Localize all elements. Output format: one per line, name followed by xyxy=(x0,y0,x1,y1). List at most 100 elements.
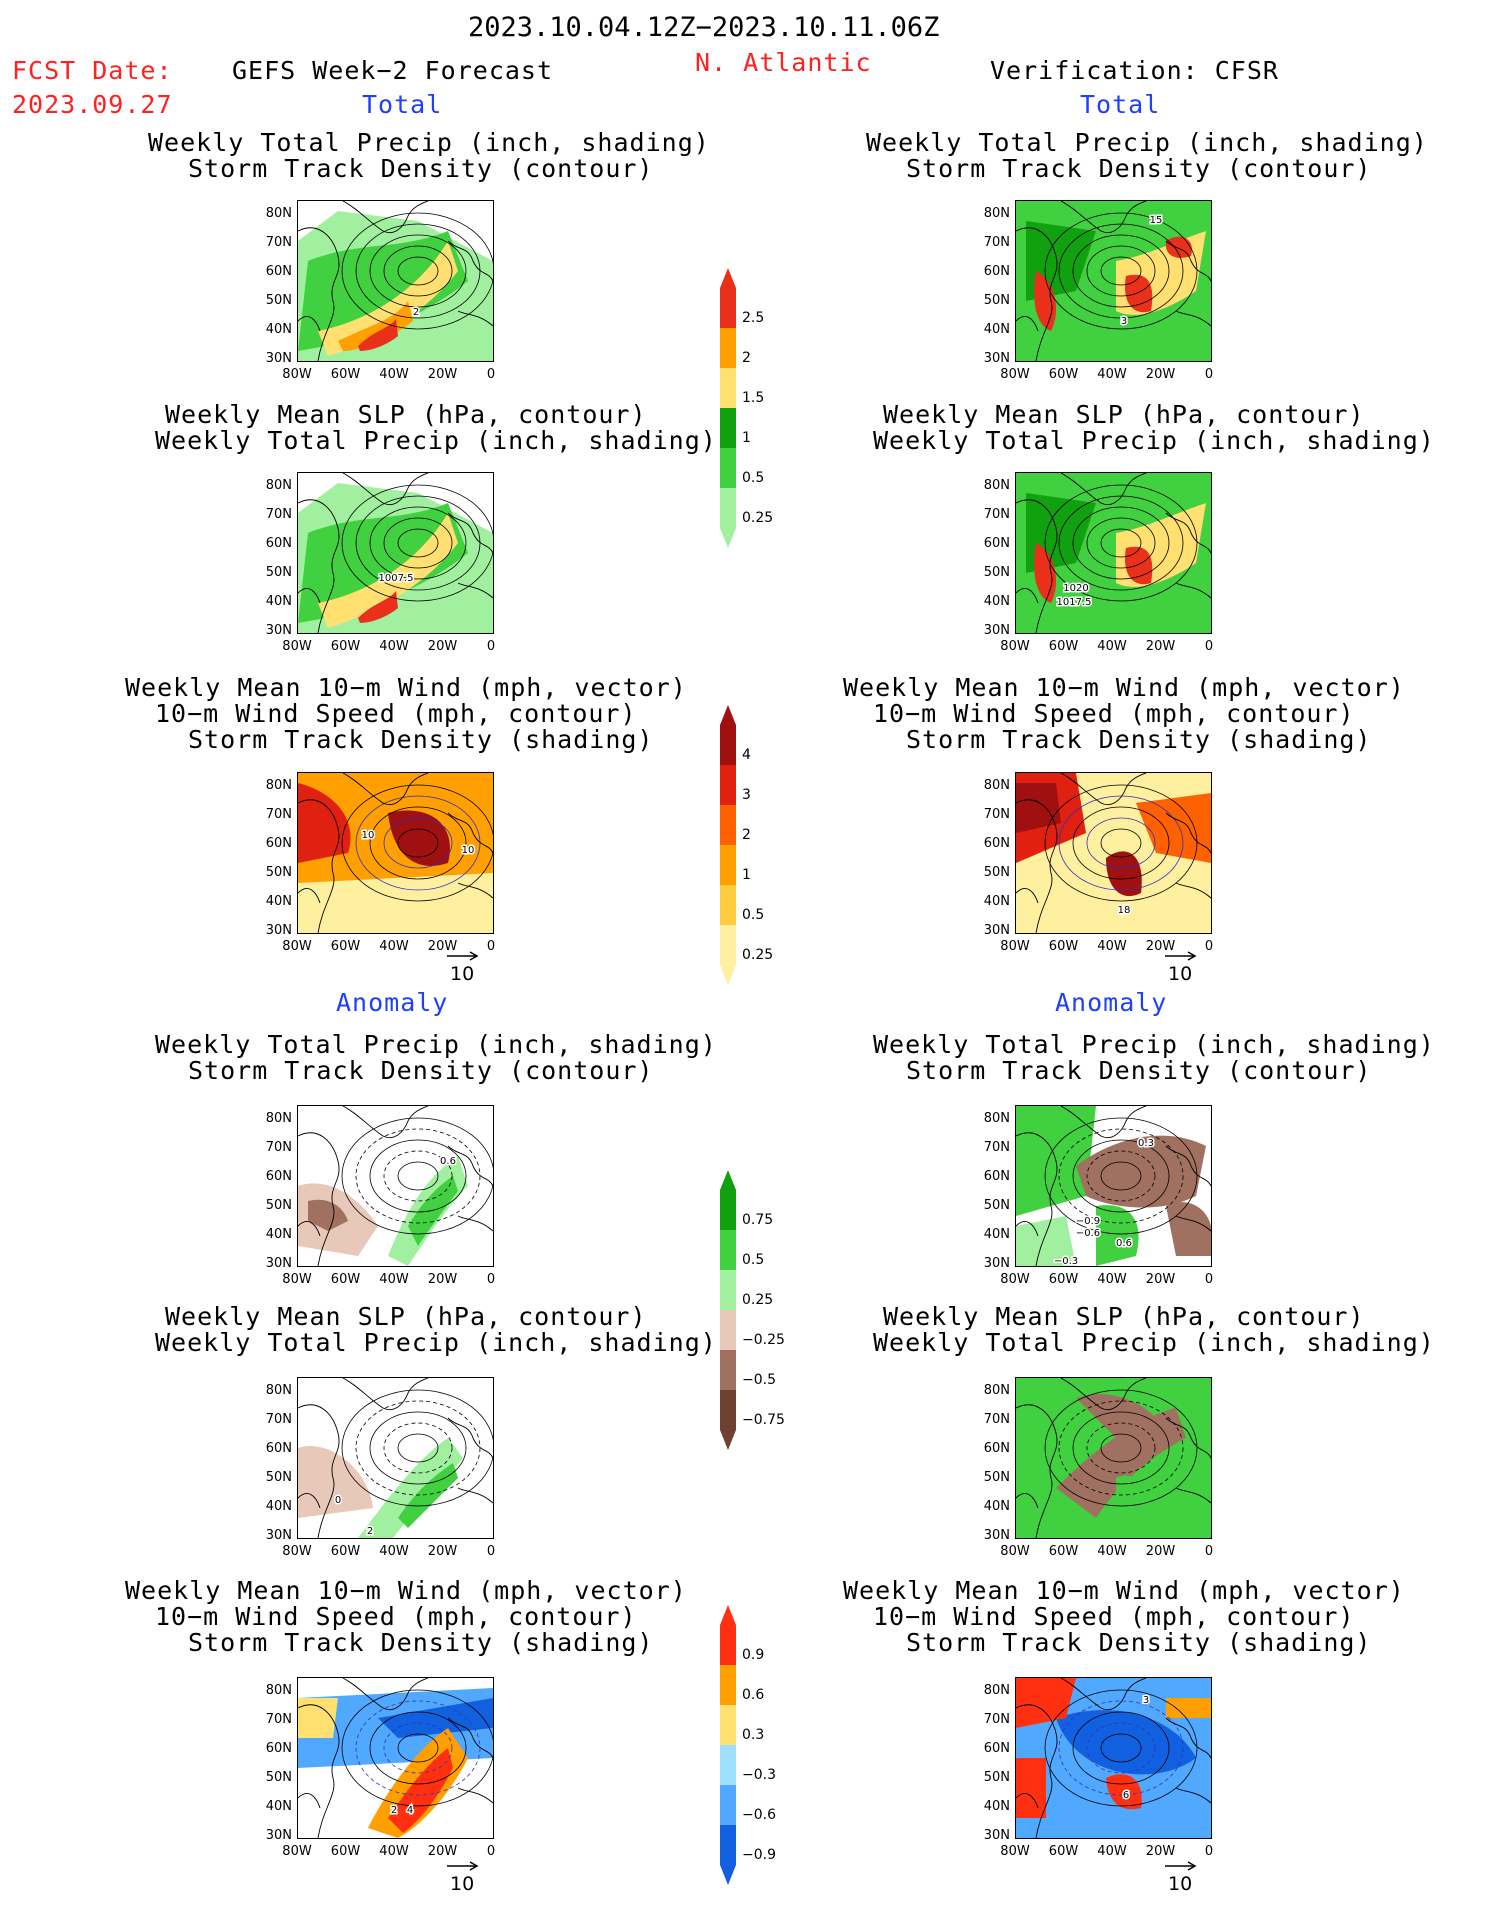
coastline xyxy=(1016,201,1211,361)
colorbar-swatch xyxy=(720,765,736,805)
colorbar-swatch xyxy=(720,1350,736,1390)
coastline xyxy=(298,201,493,361)
lat-tick-label: 80N xyxy=(265,1683,292,1698)
lon-tick-label: 80W xyxy=(282,1544,312,1559)
lat-tick-label: 70N xyxy=(265,235,292,250)
coastline xyxy=(1016,1378,1211,1538)
lat-tick-label: 80N xyxy=(265,1111,292,1126)
shading-region xyxy=(358,319,398,351)
contour-line xyxy=(369,234,467,308)
panel4-right-title-2: Storm Track Density (contour) xyxy=(906,1056,1372,1085)
lon-tick-label: 60W xyxy=(330,1544,361,1559)
lon-tick-label: 20W xyxy=(427,639,458,654)
lat-tick-label: 60N xyxy=(265,836,292,851)
lat-tick-label: 60N xyxy=(265,1169,292,1184)
lon-tick-label: 20W xyxy=(427,1844,458,1859)
shading-region xyxy=(1076,1135,1206,1208)
contour-line xyxy=(397,1433,439,1463)
lon-tick-label: 0 xyxy=(486,639,496,654)
lon-tick-label: 40W xyxy=(379,1272,409,1287)
colorbar-top-cap xyxy=(720,1170,736,1190)
lat-tick-label: 60N xyxy=(983,536,1010,551)
contour-line xyxy=(1086,1150,1156,1202)
colorbar-swatch xyxy=(720,328,736,368)
colorbar-swatch xyxy=(720,1665,736,1705)
colorbar-label: 0.9 xyxy=(742,1647,765,1663)
shading-region xyxy=(338,301,413,351)
contour-line xyxy=(383,517,453,569)
shading-region xyxy=(358,591,398,623)
lat-tick-label: 50N xyxy=(983,865,1010,880)
colorbar-label: −0.3 xyxy=(742,1767,776,1783)
colorbar-label: −0.25 xyxy=(742,1332,785,1348)
shading-region xyxy=(1056,1710,1196,1775)
shading-region xyxy=(1166,1698,1211,1718)
lat-tick-label: 30N xyxy=(265,623,292,638)
lon-tick-label: 80W xyxy=(1000,367,1030,382)
colorbar-swatch xyxy=(720,1745,736,1785)
contour-line xyxy=(1086,1722,1156,1774)
lat-tick-label: 80N xyxy=(983,1383,1010,1398)
lat-tick-label: 50N xyxy=(265,565,292,580)
lat-tick-label: 30N xyxy=(265,351,292,366)
lat-tick-label: 50N xyxy=(983,293,1010,308)
contour-line xyxy=(1100,528,1142,558)
lon-tick-label: 0 xyxy=(1204,639,1214,654)
shading-region xyxy=(298,1446,373,1518)
lat-tick-label: 40N xyxy=(983,322,1010,337)
colorbar-top-cap xyxy=(720,1605,736,1625)
contour-line xyxy=(341,484,493,602)
lat-tick-label: 30N xyxy=(265,923,292,938)
contour-label: 0.6 xyxy=(1116,1238,1132,1249)
contour-label: 3 xyxy=(1121,316,1127,327)
lon-tick-label: 60W xyxy=(1048,1272,1079,1287)
lat-tick-label: 50N xyxy=(265,1770,292,1785)
shading-region xyxy=(1125,546,1153,585)
lon-tick-label: 0 xyxy=(486,1272,496,1287)
vector-ref-left-anom: 10 xyxy=(447,1861,479,1895)
shading-region xyxy=(1116,1475,1149,1528)
colorbar-swatch xyxy=(720,725,736,765)
map-panel-p2R: 1020 1017.5 xyxy=(1015,472,1212,634)
lon-tick-label: 0 xyxy=(1204,1844,1214,1859)
panel6-right-title-1: Weekly Mean 10−m Wind (mph, vector) xyxy=(843,1576,1405,1605)
lon-tick-label: 0 xyxy=(486,367,496,382)
coastline xyxy=(298,473,493,633)
contour-line xyxy=(1044,1389,1198,1507)
shading-region xyxy=(358,1438,463,1538)
right-anomaly-label: Anomaly xyxy=(1055,988,1168,1017)
panel1-right-title-2: Storm Track Density (contour) xyxy=(906,154,1372,183)
contour-label: 1017.5 xyxy=(1057,597,1092,608)
contour-line xyxy=(1100,256,1142,286)
lon-tick-label: 80W xyxy=(1000,1272,1030,1287)
colorbar-swatch xyxy=(720,845,736,885)
panel1-right-title-1: Weekly Total Precip (inch, shading) xyxy=(866,128,1428,157)
forecast-period: 2023.10.04.12Z−2023.10.11.06Z xyxy=(468,12,940,43)
colorbar-label: 0.6 xyxy=(742,1687,765,1703)
lat-tick-label: 40N xyxy=(265,1499,292,1514)
coastline xyxy=(298,773,493,933)
panel3-left-title-1: Weekly Mean 10−m Wind (mph, vector) xyxy=(125,673,687,702)
contour-label: 0.6 xyxy=(440,1156,456,1167)
lat-tick-label: 30N xyxy=(983,351,1010,366)
lon-tick-label: 60W xyxy=(330,939,361,954)
shading-region xyxy=(378,1698,493,1738)
lon-tick-label: 40W xyxy=(1097,939,1127,954)
lon-tick-label: 40W xyxy=(1097,1544,1127,1559)
lat-tick-label: 40N xyxy=(265,322,292,337)
vector-ref-left-total: 10 xyxy=(447,951,479,985)
colorbar-label: 2 xyxy=(742,827,751,843)
contour-label: 1020 xyxy=(1063,583,1088,594)
colorbar-label: 0.25 xyxy=(742,510,774,526)
lat-tick-label: 30N xyxy=(983,923,1010,938)
map-panel-p4L: 0.6 xyxy=(297,1105,494,1267)
vector-ref-right-total: 10 xyxy=(1165,951,1197,985)
panel3-left-title-3: Storm Track Density (shading) xyxy=(188,725,654,754)
contour-label: 10 xyxy=(462,845,475,856)
colorbar-label: 0.75 xyxy=(742,1212,774,1228)
lon-tick-label: 40W xyxy=(1097,1272,1127,1287)
colorbar-label: −0.6 xyxy=(742,1807,776,1823)
lat-tick-label: 40N xyxy=(983,1227,1010,1242)
lon-tick-label: 20W xyxy=(427,939,458,954)
